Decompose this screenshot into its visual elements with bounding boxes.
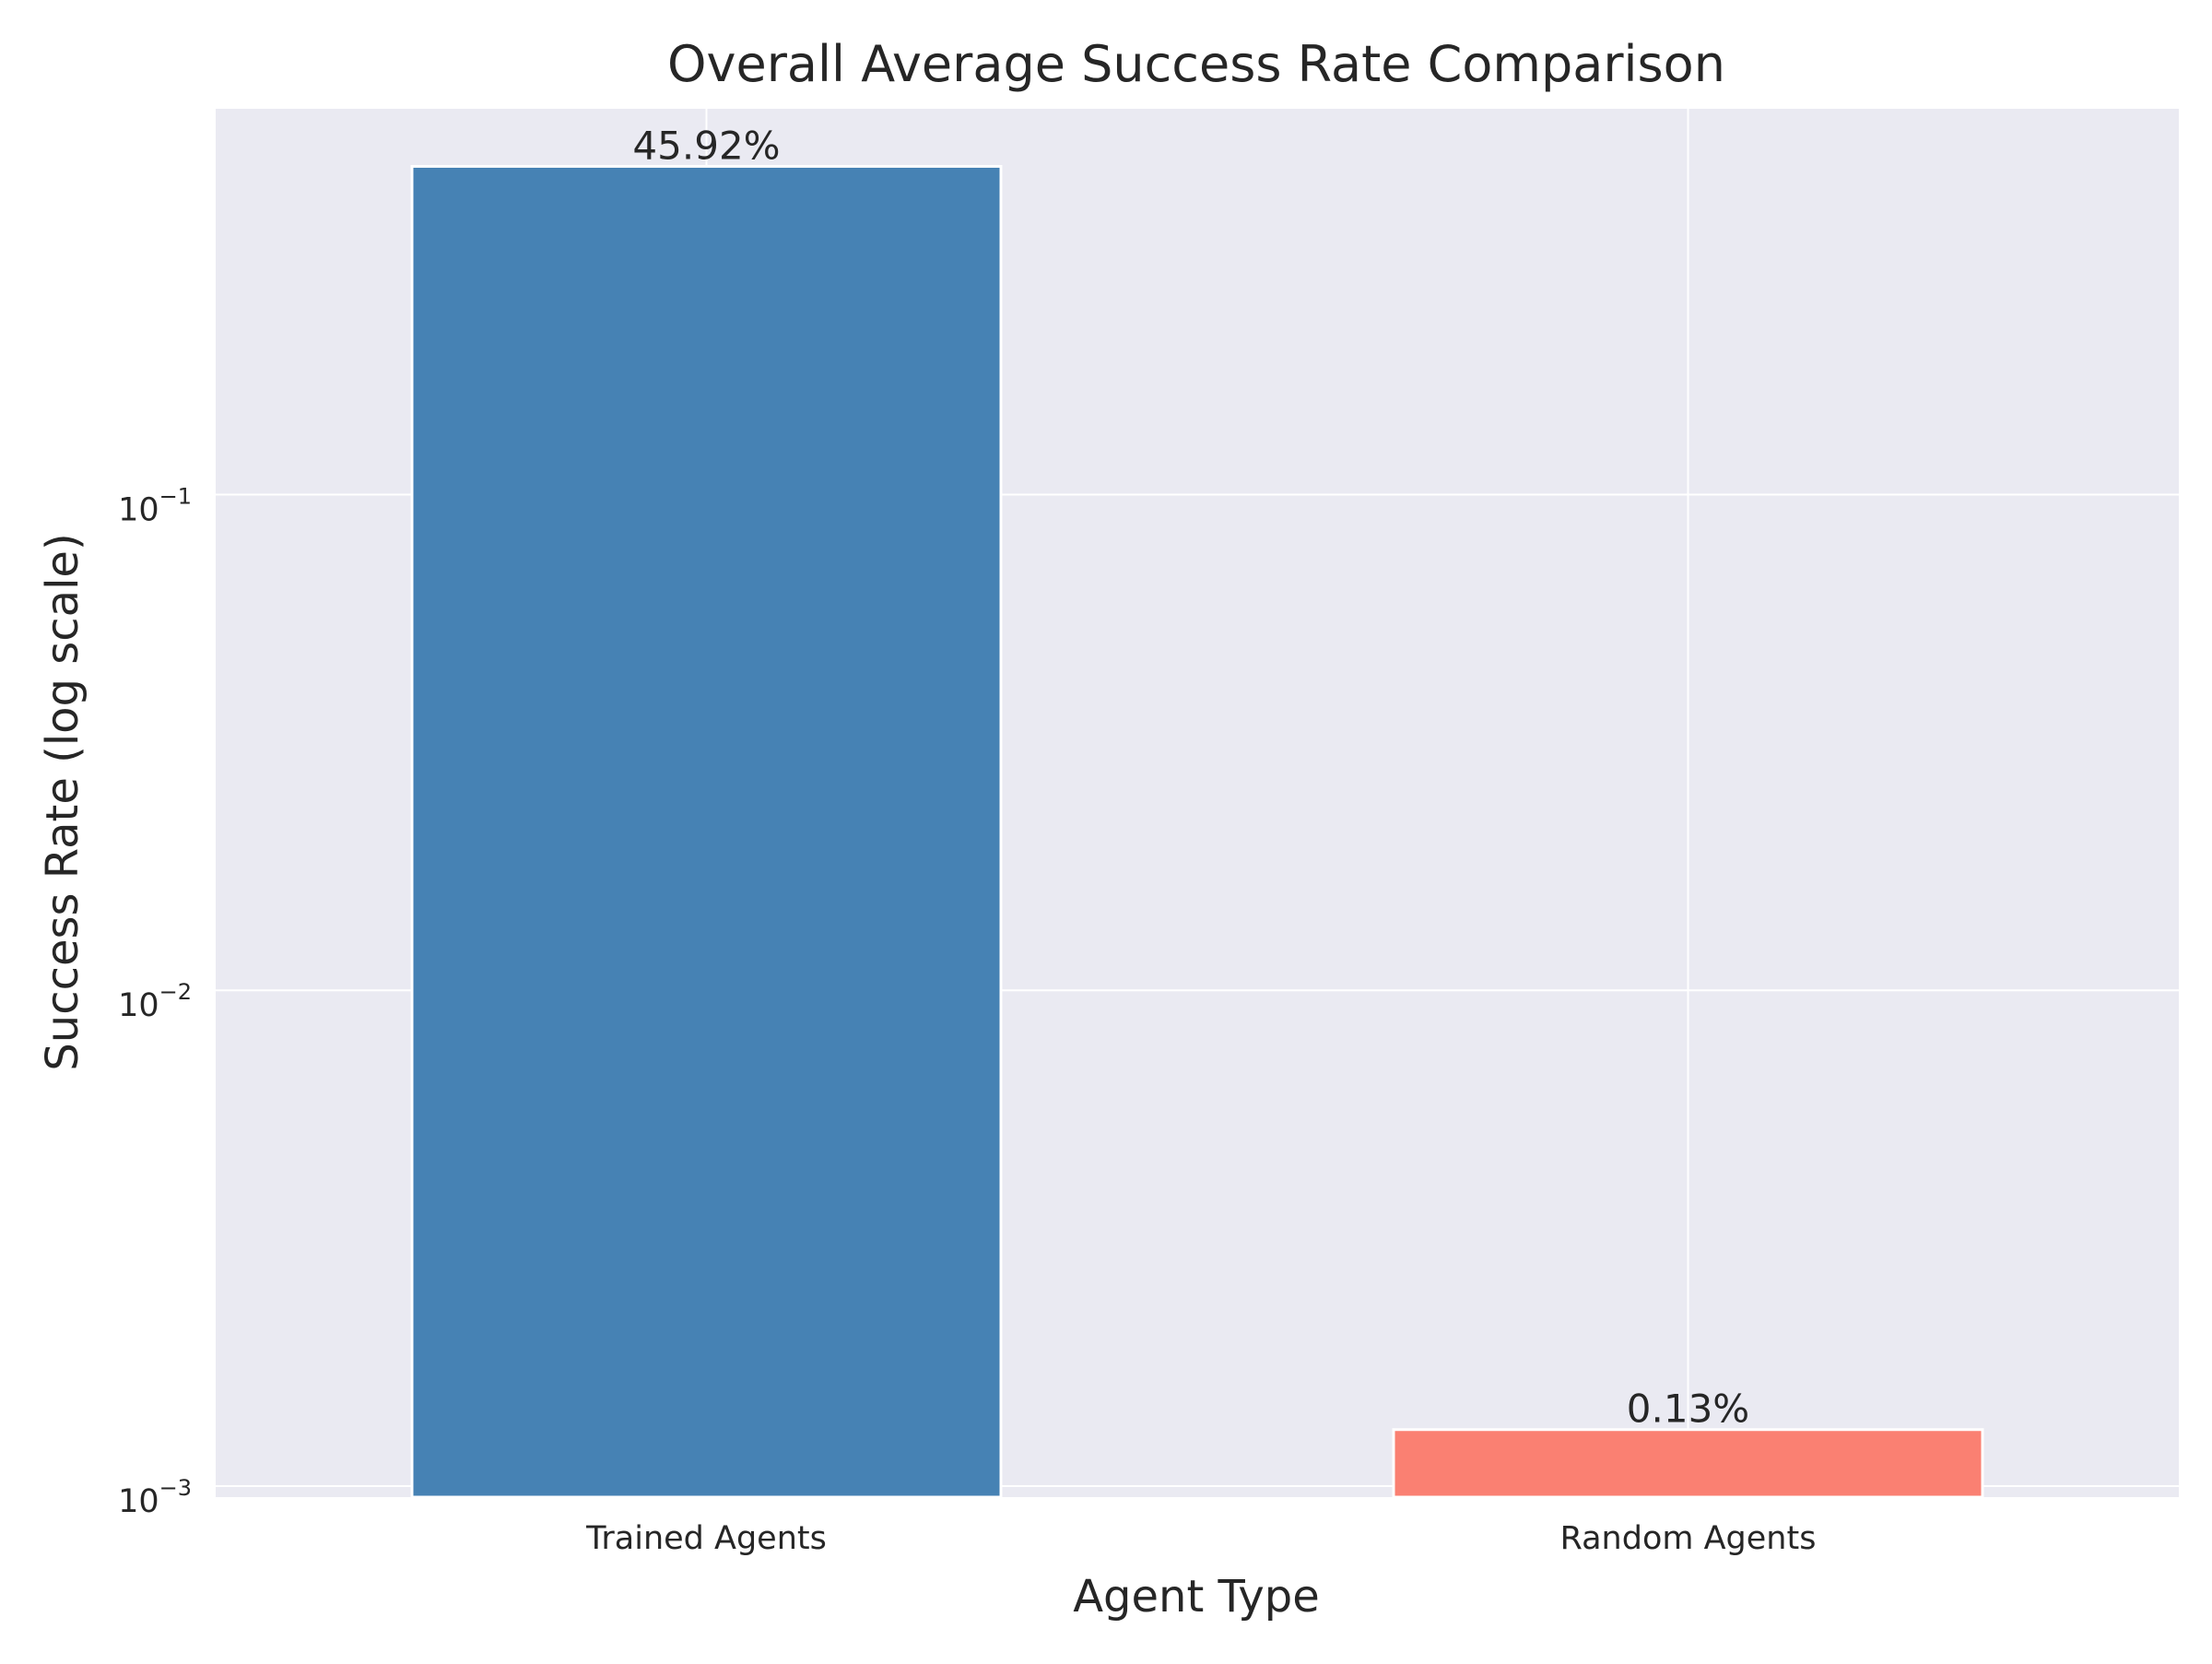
bar-random-agents [1392, 1428, 1984, 1499]
y-axis-label: Success Rate (log scale) [37, 533, 88, 1070]
y-tick-label: 10−1 [118, 483, 192, 528]
bar-trained-agents [410, 164, 1003, 1499]
x-tick-label: Trained Agents [585, 1520, 827, 1557]
x-tick-label: Random Agents [1560, 1520, 1817, 1557]
y-ticks: 10−1 10−2 10−3 [118, 483, 192, 1520]
bars [410, 164, 1984, 1499]
x-ticks: Trained Agents Random Agents [585, 1520, 1816, 1557]
data-labels: 45.92% 0.13% [632, 123, 1749, 1431]
data-label: 45.92% [632, 123, 780, 168]
y-tick-label: 10−2 [118, 979, 192, 1024]
chart-title: Overall Average Success Rate Comparison [667, 35, 1725, 93]
y-tick-label: 10−3 [118, 1475, 192, 1520]
x-axis-label: Agent Type [1073, 1571, 1320, 1623]
data-label: 0.13% [1627, 1387, 1749, 1432]
